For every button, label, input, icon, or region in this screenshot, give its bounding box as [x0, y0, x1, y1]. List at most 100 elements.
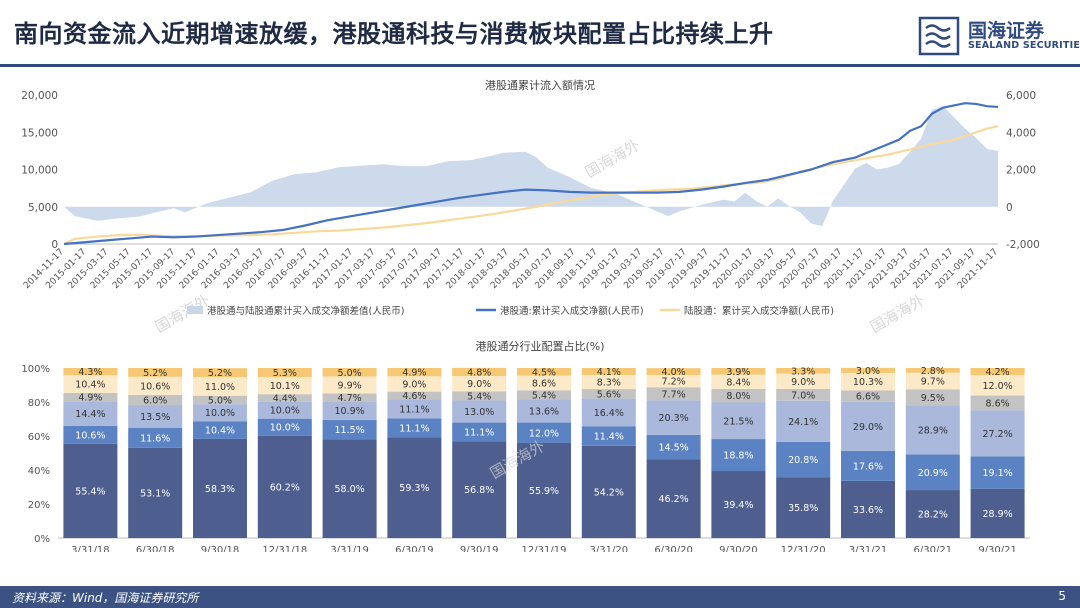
- bar-segment: [452, 375, 507, 392]
- x-tick-label: 9/30/20: [719, 545, 758, 552]
- data-label: 4.1%: [597, 367, 621, 378]
- data-label: 11.4%: [594, 432, 624, 443]
- data-label: 5.4%: [467, 391, 491, 402]
- data-label: 9.0%: [791, 377, 815, 388]
- bar-segment: [711, 471, 766, 538]
- line-chart-cumulative-inflow: 港股通累计流入额情况 0 5,000 10,000 15,000 20,000 -2,000…: [21, 78, 1040, 337]
- bar-segment: [776, 441, 831, 478]
- x-tick-label: 3/31/18: [71, 545, 110, 552]
- bar-segment: [63, 401, 118, 426]
- data-label: 27.2%: [983, 429, 1013, 440]
- series-area-difference: [64, 106, 998, 227]
- data-label: 21.5%: [723, 416, 753, 427]
- x-tick-label: 12/31/20: [781, 545, 826, 552]
- bar-segment: [387, 437, 442, 538]
- bar-segment: [128, 447, 183, 538]
- chart2-title: 港股通分行业配置占比(%): [475, 339, 604, 353]
- data-label: 46.2%: [659, 494, 689, 505]
- header: 南向资金流入近期增速放缓，港股通科技与消费板块配置占比持续上升 国海证券 SEA…: [0, 0, 1080, 62]
- bar-segment: [452, 367, 507, 376]
- data-label: 10.0%: [270, 423, 300, 434]
- bar-segment: [517, 375, 571, 391]
- data-label: 13.6%: [529, 407, 559, 418]
- bar-segment: [711, 402, 766, 440]
- data-label: 4.0%: [662, 367, 686, 378]
- bar-segment: [517, 368, 571, 376]
- bar-segment: [257, 368, 312, 378]
- y-left-tick-label: 20,000: [21, 90, 58, 102]
- data-label: 11.0%: [205, 382, 235, 393]
- y-right-tick-label: 0: [1006, 202, 1013, 214]
- y-left-tick-label: 15,000: [21, 127, 58, 139]
- bar-segment: [581, 445, 636, 538]
- watermark: 国海海外: [582, 136, 643, 182]
- legend-label: 陆股通：累计买入成交净额(人民币): [684, 305, 834, 317]
- data-label: 2.8%: [921, 366, 945, 377]
- data-label: 28.9%: [918, 425, 948, 436]
- data-label: 59.3%: [399, 483, 429, 494]
- bar-segment: [776, 373, 831, 389]
- bar-segment: [711, 388, 766, 403]
- bar-segment: [322, 401, 377, 420]
- data-label: 28.2%: [918, 510, 948, 521]
- bar-segment: [841, 367, 895, 373]
- bar-segment: [646, 434, 701, 460]
- legend-label: 港股通与陆股通累计买入成交净额差值(人民币): [207, 305, 404, 317]
- data-label: 12.0%: [529, 428, 559, 439]
- data-label: 3.9%: [726, 367, 750, 378]
- data-label: 8.4%: [726, 377, 750, 388]
- data-label: 14.5%: [659, 443, 689, 454]
- bar-segment: [970, 368, 1025, 376]
- chart1-title: 港股通累计流入额情况: [485, 78, 595, 92]
- data-label: 9.0%: [402, 379, 426, 390]
- data-label: 4.4%: [273, 393, 297, 404]
- bar-segment: [841, 401, 895, 451]
- bar-segment: [63, 392, 118, 402]
- data-label: 7.7%: [662, 389, 686, 400]
- data-label: 29.0%: [853, 422, 883, 433]
- y-right-tick-label: 4,000: [1006, 127, 1036, 139]
- bar-segment: [193, 421, 247, 439]
- page-number: 5: [1058, 589, 1066, 603]
- data-label: 4.9%: [78, 393, 102, 404]
- bar-segment: [63, 368, 118, 376]
- bar-segment: [193, 377, 247, 396]
- data-label: 4.7%: [338, 393, 362, 404]
- data-label: 10.4%: [75, 380, 105, 391]
- x-tick-label: 6/30/20: [654, 545, 693, 552]
- bar-segment: [193, 438, 247, 538]
- data-label: 11.1%: [464, 428, 494, 439]
- x-tick-label: 9/30/18: [201, 545, 240, 552]
- data-label: 4.2%: [986, 367, 1010, 378]
- bar-segment: [970, 456, 1025, 489]
- bar-segment: [322, 439, 377, 538]
- data-label: 5.0%: [208, 395, 232, 406]
- x-tick-label: 3/31/20: [590, 545, 629, 552]
- bar-segment: [970, 488, 1025, 538]
- watermark: 国海海外: [152, 291, 213, 337]
- y-tick-label: 0%: [34, 534, 50, 545]
- footer: 资料来源：Wind，国海证券研究所 5: [0, 586, 1080, 608]
- data-label: 4.8%: [467, 367, 491, 378]
- data-label: 10.0%: [205, 408, 235, 419]
- data-label: 8.6%: [986, 398, 1010, 409]
- company-logo: 国海证券 SEALAND SECURITIES: [918, 14, 1080, 58]
- data-label: 4.6%: [402, 391, 426, 402]
- bar-segment: [970, 395, 1025, 411]
- logo-english-name: SEALAND SECURITIES: [968, 40, 1080, 51]
- bar-segment: [776, 400, 831, 442]
- bar-segment: [193, 368, 247, 378]
- series-line-southbound: [63, 102, 999, 246]
- bar-segment: [581, 374, 636, 390]
- data-label: 33.6%: [853, 505, 883, 516]
- data-label: 11.1%: [399, 423, 429, 434]
- x-tick-label: 3/31/21: [849, 545, 888, 552]
- bar-segment: [711, 439, 766, 472]
- legend-label: 港股通:累计买入成交净额(人民币): [500, 305, 644, 317]
- bar-segment: [711, 368, 766, 375]
- data-label: 55.9%: [529, 486, 559, 497]
- bar-segment: [257, 401, 312, 419]
- data-label: 3.3%: [791, 366, 815, 377]
- bar-segment: [646, 459, 701, 538]
- bar-segment: [63, 375, 118, 393]
